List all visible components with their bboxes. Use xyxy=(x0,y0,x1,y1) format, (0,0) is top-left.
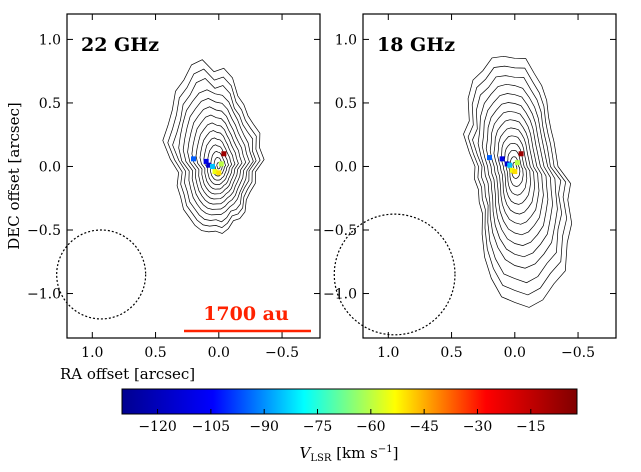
panel-22ghz: 1.0 0.5 0.0 −0.5 1.0 0.5 0.0 −0.5 −1.0 22 GHz 17… xyxy=(27,13,321,361)
contour-level xyxy=(199,130,236,190)
x-tick-label: 1.0 xyxy=(377,345,399,361)
contour-map-22ghz xyxy=(162,59,265,234)
contour-level xyxy=(507,149,524,187)
maser-spot xyxy=(212,169,218,175)
colorbar-ticks: −120 −105 −90 −75 −60 −45 −30 −15 xyxy=(138,409,546,435)
x-axis-label: RA offset [arcsec] xyxy=(60,365,195,383)
maser-spot xyxy=(203,158,209,164)
contour-level xyxy=(203,137,233,185)
colorbar-tick-label: −120 xyxy=(138,419,176,435)
y-tick-label: −0.5 xyxy=(323,223,357,239)
plot-frame-22ghz xyxy=(66,13,321,339)
beam-ellipse-18ghz xyxy=(333,213,456,336)
contour-level xyxy=(178,89,254,216)
maser-spots-18ghz xyxy=(487,151,524,175)
contour-level xyxy=(489,110,544,236)
maser-spot xyxy=(191,156,196,162)
plot-frame-18ghz xyxy=(362,13,617,339)
colorbar-tick-label: −75 xyxy=(303,419,333,435)
colorbar-tick-label: −90 xyxy=(249,419,279,435)
maser-spot xyxy=(221,151,227,157)
colorbar-tick-label: −60 xyxy=(356,419,386,435)
maser-spot xyxy=(507,162,513,168)
contour-level xyxy=(467,65,568,296)
contour-level xyxy=(472,75,563,284)
y-tick-label: 0.0 xyxy=(335,159,357,175)
maser-spot xyxy=(512,169,518,175)
colorbar-label: VLSR [km s−1] xyxy=(300,444,399,464)
colorbar: −120 −105 −90 −75 −60 −45 −30 −15 VLSR [km s−1] xyxy=(121,388,578,464)
colorbar-gradient xyxy=(121,388,578,415)
beam-ellipse xyxy=(56,229,147,320)
y-tick-label: 0.5 xyxy=(335,96,357,112)
maser-spot xyxy=(209,163,215,169)
maser-spot xyxy=(499,156,505,162)
y-axis-label: DEC offset [arcsec] xyxy=(5,102,23,249)
y-tick-label: 1.0 xyxy=(39,32,61,48)
maser-spot xyxy=(509,167,515,173)
panel-18ghz: 1.0 0.5 0.0 −0.5 1.0 0.5 0.0 −0.5 −1.0 18 GHz xyxy=(323,13,617,361)
panel-title-18ghz: 18 GHz xyxy=(377,34,455,56)
colorbar-tick-label: −105 xyxy=(192,419,230,435)
y-tick-label: 0.0 xyxy=(39,159,61,175)
contour-map-18ghz xyxy=(463,55,573,308)
contour-level xyxy=(191,114,243,200)
y-tick-label: −0.5 xyxy=(27,223,61,239)
x-tick-label: 0.0 xyxy=(208,345,230,361)
y-tick-label: −1.0 xyxy=(27,287,61,303)
x-tick-label: 1.0 xyxy=(81,345,103,361)
colorbar-tick-label: −30 xyxy=(463,419,493,435)
contour-level xyxy=(504,142,528,196)
contour-level xyxy=(187,106,247,205)
x-tick-label: −0.5 xyxy=(265,345,299,361)
y-tick-label: −1.0 xyxy=(323,287,357,303)
contour-level xyxy=(207,144,229,181)
x-tick-label: 0.5 xyxy=(144,345,166,361)
contour-level xyxy=(481,93,553,258)
maser-spot xyxy=(504,161,510,167)
maser-spot xyxy=(216,170,222,176)
panel-title-22ghz: 22 GHz xyxy=(81,34,159,56)
x-tick-label: 0.0 xyxy=(504,345,526,361)
contour-level xyxy=(195,122,239,195)
maser-spot xyxy=(218,161,224,167)
maser-spots-22ghz xyxy=(191,151,227,176)
contour-level xyxy=(210,151,226,177)
contour-level xyxy=(485,102,549,246)
scale-bar-label: 1700 au xyxy=(203,303,289,325)
maser-spot xyxy=(206,162,212,168)
axis-ticks-22ghz: 1.0 0.5 0.0 −0.5 1.0 0.5 0.0 −0.5 −1.0 xyxy=(27,14,320,361)
contour-level xyxy=(500,135,532,205)
y-tick-label: 0.5 xyxy=(39,96,61,112)
contour-level xyxy=(182,98,250,210)
beam-ellipse-22ghz xyxy=(56,229,147,320)
axis-ticks-18ghz: 1.0 0.5 0.0 −0.5 1.0 0.5 0.0 −0.5 −1.0 xyxy=(323,14,616,361)
y-tick-label: 1.0 xyxy=(335,32,357,48)
x-tick-label: −0.5 xyxy=(561,345,595,361)
contour-level xyxy=(162,59,265,234)
contour-level xyxy=(463,55,573,308)
colorbar-tick-label: −45 xyxy=(409,419,439,435)
maser-spot xyxy=(514,160,520,166)
maser-spot xyxy=(487,155,492,161)
colorbar-tick-label: −15 xyxy=(516,419,546,435)
contour-level xyxy=(493,119,540,225)
contour-level xyxy=(167,68,261,228)
maser-spot xyxy=(518,151,524,157)
x-tick-label: 0.5 xyxy=(440,345,462,361)
beam-ellipse xyxy=(333,213,456,336)
contour-level xyxy=(477,83,558,269)
contour-level xyxy=(172,77,257,223)
contour-level xyxy=(497,127,536,215)
